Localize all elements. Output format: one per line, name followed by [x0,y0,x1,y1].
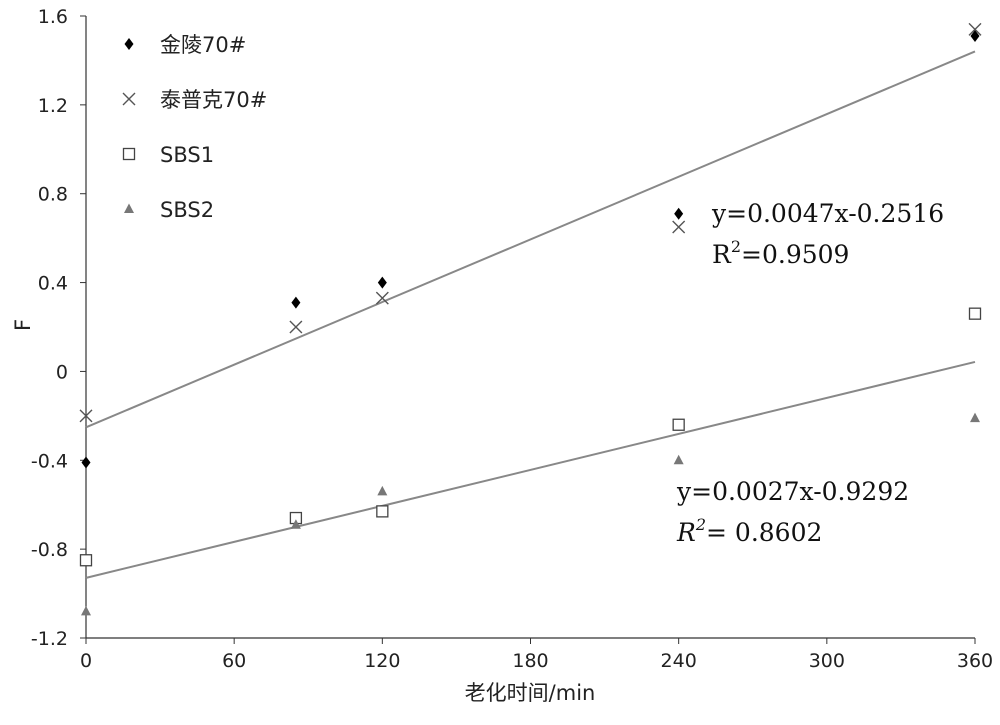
legend-marker [122,147,136,161]
legend-marker [124,203,134,213]
data-point [291,296,301,309]
data-point [290,519,301,529]
x-tick-label: 0 [80,650,92,672]
y-tick-label: 0 [56,361,68,383]
y-axis-title: F [11,319,35,331]
data-point [673,454,684,465]
y-tick-label: 1.6 [38,6,68,28]
legend-item: 泰普克70# [122,88,267,112]
data-point [968,307,982,320]
y-tick-label: 0.8 [38,184,68,206]
y-tick-label: -0.4 [31,450,68,472]
legend-marker [122,92,136,106]
legend-item: SBS1 [122,143,214,167]
legend-label: SBS1 [160,143,214,167]
x-tick-label: 300 [809,650,845,672]
series-2 [79,22,982,423]
data-point [375,291,389,305]
data-point [970,412,980,423]
trendline-1 [85,50,976,429]
data-point [289,320,303,334]
data-point [377,276,387,289]
annotations: y=0.0047x-0.2516 R2=0.9509 y=0.0027x-0.929… [676,199,944,547]
trendlines [85,50,976,579]
regression-equation: y=0.0027x-0.9292 [676,477,909,506]
data-point [968,22,982,36]
x-tick-label: 360 [957,650,993,672]
legend-marker [124,38,134,50]
data-point [79,554,93,567]
data-point [81,605,91,616]
series-3 [79,307,982,567]
r-squared: R2= 0.8602 [676,515,822,547]
data-point [672,220,686,234]
r-squared: R2=0.9509 [712,237,849,269]
trendline-2 [85,360,976,579]
series-4 [81,412,980,616]
data-point [376,505,389,518]
y-tick-label: -1.2 [31,628,68,650]
x-tick-label: 240 [661,650,697,672]
data-point [81,456,91,469]
x-tick-label: 60 [222,650,246,672]
legend-item: 金陵70# [124,33,246,57]
y-tick-label: 0.4 [38,273,68,295]
x-tick-label: 120 [364,650,400,672]
regression-label-2: y=0.0027x-0.9292 R2= 0.8602 [676,477,909,547]
legend-item: SBS2 [124,198,214,222]
axes: 0 60 120 180 240 300 360 -1.2 -0.8 -0.4 0 0.4 0.8 1.2… [31,6,993,672]
x-axis-title: 老化时间/min [465,681,596,705]
regression-label-1: y=0.0047x-0.2516 R2=0.9509 [711,199,944,269]
data-point [377,485,388,496]
regression-equation: y=0.0047x-0.2516 [711,199,944,228]
data-point [672,418,685,431]
data-point [79,409,93,423]
x-tick-label: 180 [512,650,548,672]
data-points [79,22,982,616]
legend-label: SBS2 [160,198,214,222]
y-tick-label: 1.2 [38,95,68,117]
legend: 金陵70# 泰普克70# SBS1 SBS2 [122,33,267,222]
y-tick-label: -0.8 [31,539,68,561]
series-1 [81,29,980,469]
data-point [970,29,980,42]
data-point [674,207,684,220]
legend-label: 泰普克70# [160,88,267,112]
legend-label: 金陵70# [160,33,246,57]
